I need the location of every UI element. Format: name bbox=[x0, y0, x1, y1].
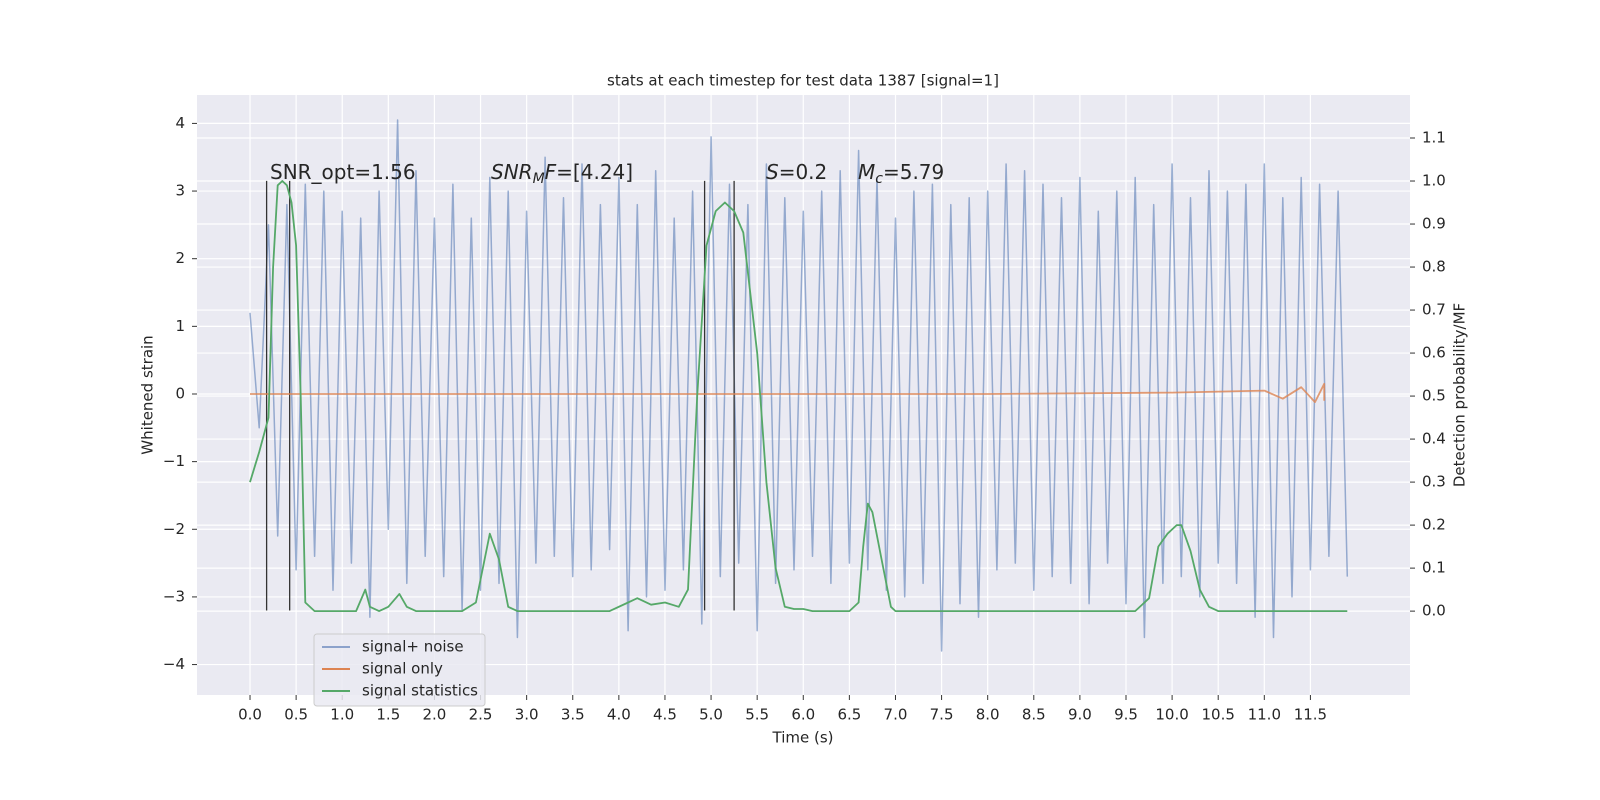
x-tick-label: 11.5 bbox=[1294, 706, 1327, 724]
chart-title: stats at each timestep for test data 138… bbox=[607, 72, 999, 90]
x-tick-label: 2.0 bbox=[423, 706, 447, 724]
x-tick-label: 0.5 bbox=[284, 706, 308, 724]
y-tick-label: 1 bbox=[175, 317, 185, 335]
series-line bbox=[250, 382, 1326, 403]
x-tick-label: 9.5 bbox=[1114, 706, 1138, 724]
y-tick-label: −1 bbox=[163, 452, 185, 470]
y2-tick-label: 0.7 bbox=[1422, 301, 1446, 319]
x-tick-label: 4.5 bbox=[653, 706, 677, 724]
x-tick-label: 2.5 bbox=[469, 706, 493, 724]
y2-tick-label: 1.0 bbox=[1422, 172, 1446, 190]
legend-label: signal statistics bbox=[362, 682, 478, 700]
legend-label: signal+ noise bbox=[362, 638, 464, 656]
x-tick-label: 4.0 bbox=[607, 706, 631, 724]
y2-tick-label: 0.2 bbox=[1422, 516, 1446, 534]
annotation-part: SNR bbox=[491, 160, 533, 184]
y2-tick-label: 0.0 bbox=[1422, 602, 1446, 620]
x-tick-label: 10.0 bbox=[1155, 706, 1188, 724]
annotation: SNR_opt=1.56 bbox=[270, 160, 416, 184]
y-tick-label: −4 bbox=[163, 655, 185, 673]
y2-tick-label: 0.6 bbox=[1422, 344, 1446, 362]
x-tick-label: 8.5 bbox=[1022, 706, 1046, 724]
x-tick-label: 9.0 bbox=[1068, 706, 1092, 724]
y-tick-label: 4 bbox=[175, 114, 185, 132]
x-tick-label: 7.0 bbox=[884, 706, 908, 724]
x-tick-label: 3.0 bbox=[515, 706, 539, 724]
annotation-part: c bbox=[875, 171, 883, 187]
annotation: Mc=5.79 bbox=[858, 160, 944, 188]
x-tick-label: 1.5 bbox=[376, 706, 400, 724]
x-tick-label: 10.5 bbox=[1202, 706, 1235, 724]
annotation: S=0.2 bbox=[766, 160, 827, 184]
annotation-part: M bbox=[533, 171, 545, 187]
y2-tick-label: 0.5 bbox=[1422, 387, 1446, 405]
y-axis-label: Whitened strain bbox=[139, 335, 157, 454]
x-tick-label: 7.5 bbox=[930, 706, 954, 724]
y2-axis-label: Detection probability/MF bbox=[1451, 303, 1469, 487]
y2-tick-label: 0.1 bbox=[1422, 559, 1446, 577]
annotation: SNRMF=[4.24] bbox=[491, 160, 633, 188]
annotation-part: S bbox=[766, 160, 779, 184]
x-tick-label: 6.5 bbox=[837, 706, 861, 724]
y-tick-label: 0 bbox=[175, 384, 185, 402]
annotation-part: SNR_opt=1.56 bbox=[270, 160, 416, 184]
x-tick-label: 5.5 bbox=[745, 706, 769, 724]
x-tick-label: 11.0 bbox=[1248, 706, 1281, 724]
x-axis-label: Time (s) bbox=[772, 729, 834, 747]
x-tick-label: 8.0 bbox=[976, 706, 1000, 724]
y-tick-label: −3 bbox=[163, 587, 185, 605]
x-tick-label: 3.5 bbox=[561, 706, 585, 724]
y2-tick-label: 1.1 bbox=[1422, 129, 1446, 147]
annotation-part: =[4.24] bbox=[556, 160, 633, 184]
y-tick-label: 3 bbox=[175, 182, 185, 200]
y-tick-label: −2 bbox=[163, 520, 185, 538]
annotation-part: F bbox=[545, 160, 557, 184]
series-line bbox=[249, 119, 1349, 652]
x-tick-label: 0.0 bbox=[238, 706, 262, 724]
y2-tick-label: 0.9 bbox=[1422, 215, 1446, 233]
annotation-part: =5.79 bbox=[883, 160, 944, 184]
y-tick-label: 2 bbox=[175, 249, 185, 267]
series-line bbox=[249, 180, 1348, 612]
y2-tick-label: 0.8 bbox=[1422, 258, 1446, 276]
annotation-part: =0.2 bbox=[779, 160, 828, 184]
x-tick-label: 5.0 bbox=[699, 706, 723, 724]
y2-tick-label: 0.4 bbox=[1422, 430, 1446, 448]
legend bbox=[313, 633, 486, 707]
x-tick-label: 1.0 bbox=[330, 706, 354, 724]
x-tick-label: 6.0 bbox=[791, 706, 815, 724]
annotation-part: M bbox=[858, 160, 875, 184]
legend-label: signal only bbox=[362, 660, 443, 678]
y2-tick-label: 0.3 bbox=[1422, 473, 1446, 491]
